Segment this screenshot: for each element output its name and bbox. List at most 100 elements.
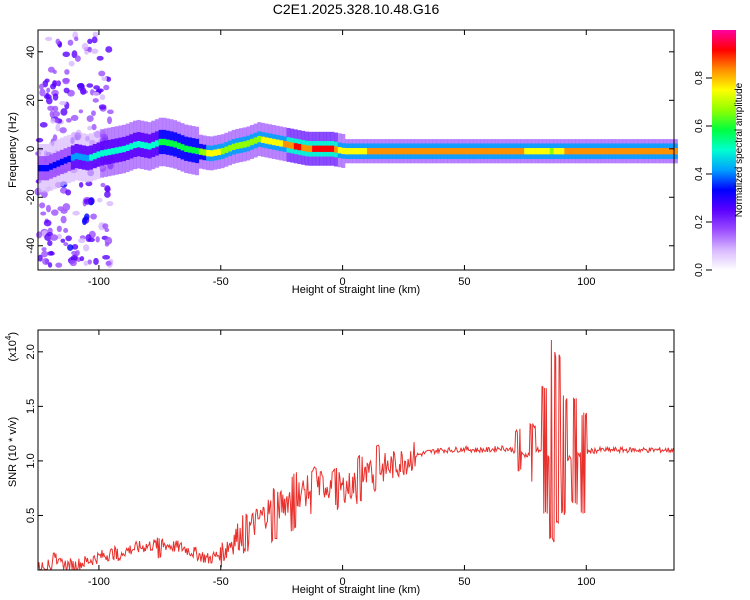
- heatmap-cell: [41, 247, 47, 252]
- heatmap-cell: [410, 148, 415, 155]
- snr-plot-area: [38, 330, 674, 570]
- colorbar-gradient: [712, 30, 736, 270]
- heatmap-cell: [104, 185, 111, 192]
- heatmap-cell: [57, 206, 64, 212]
- heatmap-cell: [74, 152, 79, 160]
- heatmap-cell: [330, 145, 335, 152]
- heatmap-cell: [79, 256, 85, 262]
- heatmap-cell: [260, 136, 265, 143]
- heatmap-cell: [78, 109, 84, 114]
- heatmap-cell: [589, 148, 594, 155]
- x-tick-label: 0: [340, 276, 346, 288]
- heatmap-cell: [75, 249, 80, 256]
- heatmap-cell: [84, 213, 90, 221]
- heatmap-cell: [326, 145, 331, 152]
- heatmap-cell: [60, 215, 67, 224]
- heatmap-cell: [97, 197, 103, 203]
- heatmap-cell: [578, 148, 583, 155]
- heatmap-cell: [176, 142, 181, 150]
- heatmap-cell: [63, 157, 68, 164]
- heatmap-cell: [538, 148, 543, 155]
- heatmap-cell: [96, 151, 101, 158]
- heatmap-cell: [165, 139, 170, 146]
- heatmap-cell: [443, 148, 448, 155]
- y-tick-label: 2.0: [25, 344, 37, 359]
- heatmap-cell: [78, 181, 84, 188]
- heatmap-cell: [487, 148, 492, 155]
- heatmap-cell: [45, 165, 50, 172]
- spectrogram-heatmap: [34, 31, 678, 268]
- heatmap-cell: [92, 91, 100, 97]
- heatmap-cell: [195, 147, 200, 155]
- heatmap-cell: [235, 142, 240, 150]
- heatmap-cell: [396, 148, 401, 155]
- x-tick-label: -50: [213, 576, 229, 588]
- heatmap-cell: [55, 262, 63, 268]
- heatmap-cell: [151, 141, 156, 149]
- heatmap-cell: [202, 149, 207, 156]
- heatmap-cell: [250, 138, 254, 146]
- snr-multiplier-exp: 4: [4, 335, 13, 340]
- heatmap-cell: [557, 148, 561, 155]
- heatmap-cell: [46, 232, 54, 237]
- snr-y-label: SNR (10 * v/v): [7, 417, 19, 487]
- heatmap-cell: [304, 145, 309, 152]
- heatmap-cell: [520, 148, 525, 155]
- heatmap-cell: [173, 141, 178, 148]
- heatmap-cell: [133, 141, 137, 149]
- heatmap-cell: [42, 257, 50, 265]
- heatmap-cell: [104, 228, 110, 233]
- heatmap-cell: [37, 254, 43, 262]
- heatmap-cell: [611, 148, 616, 155]
- heatmap-cell: [44, 36, 53, 41]
- heatmap-cell: [472, 148, 477, 155]
- heatmap-cell: [527, 148, 532, 155]
- y-tick-label: 1.0: [25, 453, 37, 468]
- x-tick-label: -50: [213, 276, 229, 288]
- heatmap-cell: [345, 148, 349, 155]
- heatmap-cell: [586, 148, 591, 155]
- heatmap-cell: [93, 257, 99, 266]
- heatmap-cell: [70, 154, 75, 161]
- heatmap-cell: [509, 148, 514, 155]
- heatmap-cell: [652, 148, 656, 155]
- heatmap-cell: [86, 115, 94, 122]
- snr-series: [37, 339, 674, 571]
- colorbar: 0.0 0.2 0.4 0.6 0.8 Normalized spectral ampl…: [694, 30, 745, 277]
- heatmap-cell: [91, 123, 97, 131]
- heatmap-cell: [87, 237, 95, 243]
- heatmap-cell: [502, 148, 507, 155]
- heatmap-cell: [38, 165, 42, 172]
- heatmap-cell: [50, 234, 59, 241]
- heatmap-cell: [59, 127, 67, 134]
- heatmap-cell: [162, 138, 167, 146]
- heatmap-cell: [483, 148, 488, 155]
- heatmap-cell: [125, 144, 130, 151]
- heatmap-cell: [282, 141, 287, 148]
- heatmap-cell: [546, 148, 550, 155]
- heatmap-cell: [670, 148, 675, 155]
- heatmap-cell: [70, 114, 79, 121]
- heatmap-cell: [334, 146, 338, 153]
- heatmap-cell: [666, 148, 671, 155]
- heatmap-cell: [659, 148, 664, 155]
- heatmap-cell: [43, 219, 52, 227]
- heatmap-cell: [480, 148, 485, 155]
- heatmap-cell: [462, 148, 466, 155]
- y-tick-label: 40: [25, 46, 37, 58]
- heatmap-cell: [83, 260, 89, 266]
- heatmap-cell: [154, 140, 159, 147]
- heatmap-cell: [279, 140, 284, 147]
- heatmap-cell: [57, 233, 62, 240]
- snr-y-ticks: 0.5 1.0 1.5 2.0: [25, 344, 674, 523]
- heatmap-cell: [158, 138, 163, 146]
- heatmap-cell: [107, 109, 114, 115]
- heatmap-cell: [228, 145, 232, 152]
- heatmap-cell: [323, 145, 328, 152]
- heatmap-cell: [41, 250, 48, 258]
- heatmap-cell: [494, 148, 499, 155]
- heatmap-cell: [447, 148, 452, 155]
- heatmap-cell: [224, 146, 229, 153]
- heatmap-cell: [87, 38, 93, 45]
- heatmap-cell: [476, 148, 481, 155]
